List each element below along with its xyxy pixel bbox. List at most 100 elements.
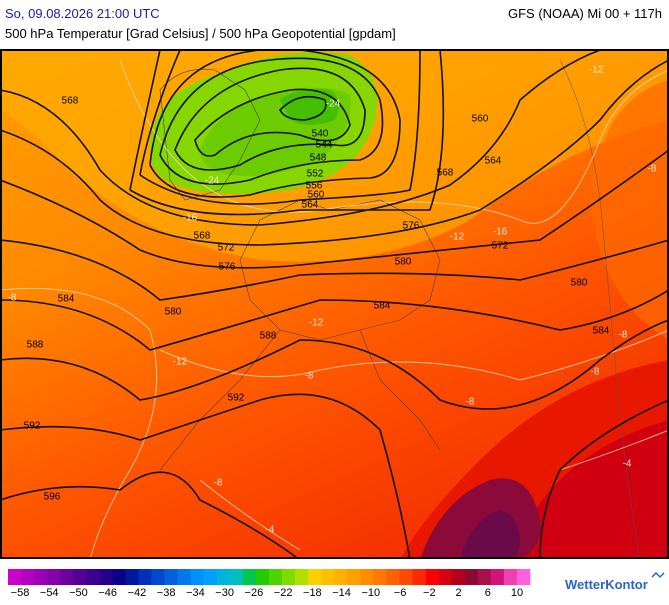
colorbar-swatch bbox=[269, 569, 283, 585]
colorbar-label: −10 bbox=[361, 587, 380, 599]
borders bbox=[159, 199, 441, 471]
colorbar-swatch bbox=[73, 569, 87, 585]
valid-time: So, 09.08.2026 21:00 UTC bbox=[5, 6, 160, 21]
height-contour bbox=[1, 239, 668, 301]
borders-east bbox=[559, 59, 640, 558]
colorbar-swatch bbox=[451, 569, 466, 585]
temperature-label: -24 bbox=[205, 176, 220, 187]
height-contour bbox=[279, 95, 327, 121]
height-contour bbox=[1, 319, 668, 410]
colorbar-label: −30 bbox=[215, 587, 234, 599]
colorbar-swatch bbox=[516, 569, 531, 585]
colorbar-swatch bbox=[138, 569, 152, 585]
colorbar-label: −14 bbox=[332, 587, 351, 599]
temperature-label: -4 bbox=[266, 525, 275, 536]
height-contour bbox=[539, 399, 668, 558]
colorbar-swatch bbox=[334, 569, 348, 585]
colorbar-swatch bbox=[229, 569, 244, 585]
warm-east bbox=[590, 80, 668, 340]
colorbar-label: 2 bbox=[455, 587, 461, 599]
colorbar-swatch bbox=[21, 569, 35, 585]
temperature-label: -8 bbox=[648, 164, 657, 175]
colorbar-swatch bbox=[60, 569, 74, 585]
temperature-label: -16 bbox=[183, 213, 198, 224]
colorbar-swatch bbox=[308, 569, 322, 585]
colorbar-label: −38 bbox=[157, 587, 176, 599]
colorbar-swatch bbox=[242, 569, 257, 585]
height-contour bbox=[1, 471, 299, 558]
temperature-label: -4 bbox=[623, 459, 632, 470]
colorbar-swatch bbox=[125, 569, 139, 585]
colorbar-swatch bbox=[360, 569, 374, 585]
colorbar-label: 10 bbox=[511, 587, 523, 599]
colorbar-swatch bbox=[412, 569, 426, 585]
colorbar-swatch bbox=[255, 569, 270, 585]
temperature-label: -12 bbox=[173, 357, 188, 368]
height-label: 560 bbox=[308, 190, 325, 201]
height-label: 580 bbox=[571, 278, 588, 289]
colorbar-swatch bbox=[464, 569, 479, 585]
temperature-label: -24 bbox=[326, 99, 341, 110]
height-contour bbox=[1, 59, 668, 246]
colorbar-label: −46 bbox=[98, 587, 117, 599]
colorbar-label: −42 bbox=[128, 587, 147, 599]
hot-core-inner bbox=[460, 510, 520, 558]
colorbar-swatch bbox=[190, 569, 205, 585]
isotherm bbox=[119, 59, 668, 224]
height-label: 556 bbox=[306, 181, 323, 192]
colorbar-label: −22 bbox=[274, 587, 293, 599]
height-label: 588 bbox=[27, 340, 44, 351]
subtitle: 500 hPa Temperatur [Grad Celsius] / 500 … bbox=[5, 26, 396, 41]
colorbar-swatch bbox=[151, 569, 165, 585]
height-contour bbox=[1, 149, 668, 269]
brand: WetterKontor bbox=[565, 577, 648, 592]
temperature-label: -8 bbox=[214, 478, 223, 489]
isotherm bbox=[159, 329, 668, 381]
colorbar-label: −54 bbox=[40, 587, 59, 599]
height-label: 564 bbox=[485, 156, 502, 167]
colorbar-swatch bbox=[477, 569, 492, 585]
height-label: 584 bbox=[374, 301, 391, 312]
colorbar-swatch bbox=[282, 569, 296, 585]
height-contour bbox=[139, 50, 421, 205]
colorbar-swatch bbox=[112, 569, 126, 585]
colorbar-swatch bbox=[164, 569, 178, 585]
height-contour bbox=[149, 50, 401, 198]
height-label: 592 bbox=[228, 393, 245, 404]
colorbar-swatch bbox=[203, 569, 218, 585]
map-frame bbox=[0, 49, 669, 559]
isotherm bbox=[199, 429, 668, 551]
colorbar-label: −34 bbox=[186, 587, 205, 599]
height-contour bbox=[1, 50, 601, 226]
height-label: 572 bbox=[218, 243, 235, 254]
height-label: 560 bbox=[472, 114, 489, 125]
height-label: 580 bbox=[165, 307, 182, 318]
height-label: 588 bbox=[260, 331, 277, 342]
map: 5685405445485525565605645685725765605645… bbox=[1, 50, 668, 558]
colorbar-label: −50 bbox=[69, 587, 88, 599]
temperature-label: -8 bbox=[8, 293, 17, 304]
height-label: 544 bbox=[316, 140, 333, 151]
cold-center bbox=[280, 88, 339, 125]
height-label: 596 bbox=[44, 492, 61, 503]
height-label: 548 bbox=[310, 153, 327, 164]
height-label: 564 bbox=[302, 200, 319, 211]
colorbar-label: −58 bbox=[11, 587, 30, 599]
colorbar-swatch bbox=[425, 569, 439, 585]
height-label: 568 bbox=[437, 168, 454, 179]
height-label: 576 bbox=[403, 221, 420, 232]
colorbar-swatch bbox=[99, 569, 113, 585]
colorbar-swatch bbox=[399, 569, 413, 585]
colorbar-swatch bbox=[490, 569, 505, 585]
height-contour bbox=[1, 289, 668, 351]
colorbar-swatch bbox=[86, 569, 100, 585]
temperature-label: -8 bbox=[619, 330, 628, 341]
colorbar-swatch bbox=[373, 569, 387, 585]
colorbar-swatch bbox=[8, 569, 22, 585]
model-run: GFS (NOAA) Mi 00 + 117h bbox=[508, 6, 662, 21]
height-label: 568 bbox=[62, 96, 79, 107]
height-contour bbox=[194, 88, 351, 157]
colorbar-swatch bbox=[321, 569, 335, 585]
height-label: 584 bbox=[58, 294, 75, 305]
